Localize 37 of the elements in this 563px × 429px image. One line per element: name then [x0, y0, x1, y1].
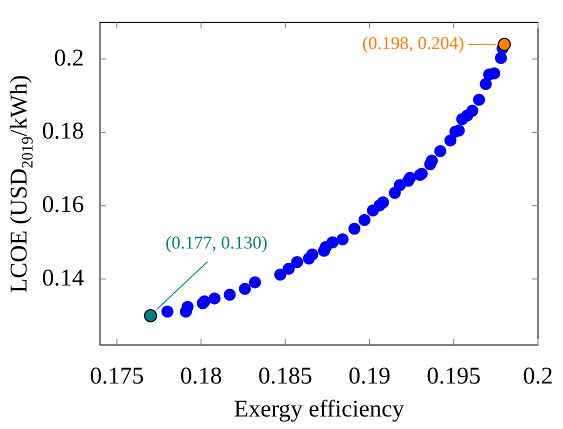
x-axis-title: Exergy efficiency: [234, 396, 404, 422]
point: [377, 196, 390, 208]
x-tick-label: 0.175: [90, 364, 144, 390]
point: [208, 292, 221, 304]
point: [444, 134, 456, 146]
x-tick-label: 0.2: [523, 364, 553, 390]
point: [248, 276, 261, 288]
y-tick-label: 0.16: [42, 192, 84, 218]
point: [404, 172, 416, 184]
point: [224, 288, 236, 301]
point: [434, 145, 446, 158]
point: [306, 248, 318, 260]
point: [238, 282, 251, 295]
point: [144, 309, 158, 322]
x-tick-label: 0.19: [348, 364, 391, 390]
point: [480, 78, 492, 90]
point: [326, 236, 338, 248]
point: [358, 214, 370, 226]
point: [291, 256, 304, 268]
point: [473, 94, 486, 106]
y-tick-label: 0.18: [42, 118, 84, 145]
point: [161, 306, 174, 318]
point: [466, 104, 478, 117]
point: [182, 300, 194, 313]
point: [498, 38, 511, 51]
x-tick-label: 0.195: [426, 364, 481, 390]
point: [282, 262, 295, 275]
point: [274, 268, 286, 281]
point: [494, 52, 507, 64]
point: [348, 222, 360, 235]
x-tick-label: 0.185: [258, 364, 312, 390]
y-tick-label: 0.14: [42, 265, 84, 292]
annotation: (0.198, 0.204): [362, 33, 464, 54]
annotation: (0.177, 0.130): [166, 232, 268, 252]
y-tick-label: 0.2: [54, 45, 84, 72]
point: [336, 233, 349, 246]
x-tick-label: 0.18: [180, 364, 222, 390]
